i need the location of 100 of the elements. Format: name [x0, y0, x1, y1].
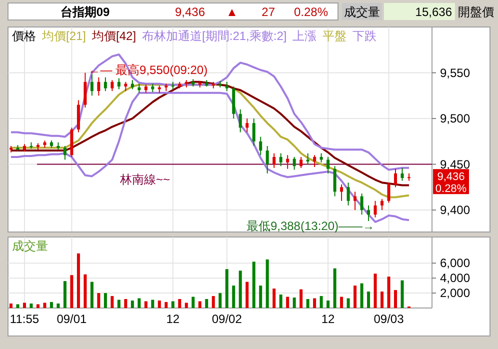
candlestick — [252, 118, 256, 146]
bar — [184, 302, 188, 308]
text: 0.28% — [294, 5, 328, 19]
candlestick — [340, 184, 344, 202]
bar — [266, 259, 269, 308]
bar — [238, 270, 242, 308]
text: 布林加通道[期間:21,乘數:2] — [142, 29, 287, 43]
bar — [212, 296, 215, 308]
x-tick-label: 12 — [166, 312, 180, 326]
bar — [198, 301, 202, 308]
text: 開盤價 — [458, 5, 494, 19]
candlestick — [400, 167, 404, 182]
bar — [110, 296, 114, 308]
annotation: 上漲 — [292, 29, 317, 43]
bar — [300, 289, 303, 308]
legend-title: 價格 — [12, 29, 36, 43]
bar — [306, 299, 310, 308]
candlestick — [84, 72, 87, 108]
candlestick — [320, 152, 323, 163]
bar — [97, 293, 100, 308]
bar — [36, 304, 40, 308]
bar — [367, 292, 370, 308]
bar — [124, 299, 128, 308]
candlestick — [104, 76, 107, 92]
bar — [232, 286, 236, 308]
text: 15,636 — [415, 5, 452, 19]
y-tick-label: 9,550 — [440, 66, 470, 80]
candlestick — [124, 81, 128, 92]
candlestick — [374, 200, 377, 218]
y-tick-label: 9,500 — [440, 112, 470, 126]
chart-title: 成交量 — [12, 239, 48, 253]
bar — [292, 298, 296, 308]
candlestick — [246, 118, 249, 133]
candlestick — [266, 145, 269, 174]
candlestick — [367, 204, 370, 222]
candlestick — [138, 83, 141, 94]
bar — [387, 276, 390, 308]
bar — [30, 304, 33, 308]
candlestick — [394, 168, 398, 188]
bar — [380, 292, 384, 308]
bar — [394, 290, 398, 308]
bar — [43, 302, 46, 308]
bar — [151, 300, 154, 308]
text: 27 — [262, 5, 276, 19]
y-tick-label: 4,000 — [440, 271, 470, 286]
candlestick — [117, 78, 120, 90]
bar — [158, 300, 161, 308]
bar — [104, 293, 107, 308]
bar — [117, 300, 120, 308]
bar — [164, 302, 168, 308]
bar — [374, 274, 377, 308]
candlestick — [259, 136, 262, 156]
annotation: ←— 最高9,550(09:20) — [88, 62, 208, 77]
text: 均價[21] — [41, 29, 86, 43]
candlestick — [306, 152, 310, 165]
bar — [50, 302, 53, 308]
x-tick-label: 11:55 — [10, 312, 40, 326]
x-tick-label: 09/03 — [374, 312, 404, 326]
text: 9,436 — [437, 171, 465, 184]
bar — [218, 293, 222, 308]
bar — [178, 299, 182, 308]
y-tick-label: 9,400 — [440, 203, 470, 218]
candlestick — [90, 74, 94, 96]
bar — [360, 283, 364, 308]
bar — [272, 288, 276, 308]
bar — [346, 298, 350, 308]
bar — [130, 300, 134, 308]
candlestick — [292, 156, 296, 170]
y-tick-label: 2,000 — [440, 286, 470, 300]
bar — [252, 262, 256, 308]
annotation: 最低9,388(13:20)——→ — [246, 219, 375, 234]
bar — [225, 269, 228, 308]
candlestick — [346, 182, 350, 206]
candlestick — [387, 182, 390, 204]
bar — [22, 302, 26, 308]
bar — [84, 274, 87, 308]
bar — [400, 280, 404, 308]
bar — [333, 268, 336, 308]
candlestick — [408, 172, 410, 182]
candlestick — [238, 108, 242, 133]
bar — [76, 253, 80, 308]
line-series — [10, 54, 410, 171]
candlestick — [360, 193, 364, 216]
candlestick — [63, 145, 66, 160]
bar — [313, 298, 316, 308]
x-tick-label: 09/02 — [212, 312, 242, 326]
bar — [171, 301, 174, 308]
text: ▲ — [226, 5, 238, 19]
candlestick — [279, 152, 282, 167]
candlestick — [272, 152, 276, 168]
bar — [246, 282, 249, 308]
bar — [10, 304, 12, 308]
candlestick — [110, 80, 114, 92]
y-tick-label: 9,450 — [440, 157, 470, 172]
bar — [138, 298, 141, 308]
bar — [354, 286, 357, 308]
annotation: 平盤 — [322, 29, 347, 43]
candlestick — [300, 156, 303, 168]
bar — [192, 296, 195, 308]
candlestick — [313, 154, 316, 168]
